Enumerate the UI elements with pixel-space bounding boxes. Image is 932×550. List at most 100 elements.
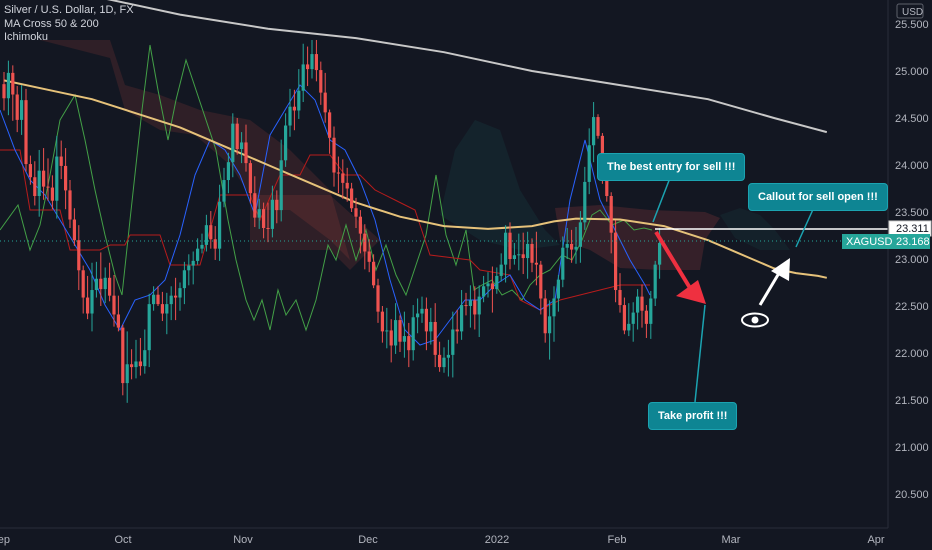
candle-body <box>112 295 116 315</box>
candle-body <box>275 199 279 211</box>
candle <box>548 300 552 360</box>
candle <box>552 286 556 342</box>
candle <box>433 303 437 368</box>
candle-body <box>33 177 37 197</box>
candle-body <box>653 264 657 299</box>
candle <box>482 275 486 303</box>
candle-body <box>319 70 323 93</box>
candle <box>394 303 398 354</box>
candle <box>11 65 15 121</box>
candle <box>33 161 37 206</box>
candle <box>402 311 406 358</box>
candle-body <box>587 145 591 182</box>
chart-legend: Silver / U.S. Dollar, 1D, FX MA Cross 50… <box>4 4 134 45</box>
candle <box>644 305 648 338</box>
candle-body <box>6 72 10 99</box>
candle <box>636 289 640 330</box>
candle-body <box>592 117 596 146</box>
candle <box>165 292 169 335</box>
candle <box>125 331 129 403</box>
candle-body <box>138 361 142 367</box>
candle-body <box>77 240 81 271</box>
candle <box>420 296 424 323</box>
connector-take-profit <box>694 304 706 403</box>
last-price-value: 23.168 <box>896 236 930 248</box>
time-axis[interactable]: Sep Oct Nov Dec 2022 Feb Mar Apr <box>0 527 888 546</box>
candle-body <box>596 117 600 136</box>
candle <box>354 197 358 228</box>
candle <box>446 339 450 377</box>
candle-body <box>438 354 442 368</box>
candle-body <box>103 277 107 290</box>
candle-body <box>270 199 274 229</box>
candle-body <box>125 364 129 384</box>
candle <box>240 132 244 164</box>
candle <box>565 227 569 259</box>
candle <box>37 149 41 217</box>
candle <box>424 297 428 351</box>
candle <box>64 148 68 210</box>
candle <box>341 159 345 199</box>
candle <box>103 267 107 304</box>
candle-body <box>534 262 538 265</box>
candle <box>200 233 204 254</box>
candle <box>314 39 318 82</box>
candle <box>178 282 182 311</box>
candle-body <box>121 327 125 384</box>
candle-body <box>389 330 393 346</box>
candle-body <box>446 354 450 358</box>
candle-body <box>204 225 208 245</box>
price-tick-label: 21.000 <box>895 442 929 454</box>
candle-body <box>2 84 6 99</box>
candle-body <box>649 298 653 324</box>
price-tick-label: 24.000 <box>895 160 929 172</box>
candle <box>288 88 292 137</box>
sell-open-text: Callout for sell open !!! <box>758 191 878 203</box>
candle <box>235 118 239 155</box>
take-profit-text: Take profit !!! <box>658 410 728 422</box>
candle <box>262 202 266 239</box>
candle <box>508 222 512 270</box>
candle <box>490 266 494 313</box>
candle <box>367 239 371 273</box>
candle <box>253 176 257 228</box>
candlestick-series <box>2 39 662 403</box>
price-axis[interactable]: 25.500 25.000 24.500 24.000 23.500 23.000 22.5… <box>887 0 929 528</box>
price-tick-label: 23.500 <box>895 207 929 219</box>
take-profit-callout[interactable]: Take profit !!! <box>648 402 738 430</box>
candle <box>438 341 442 372</box>
candle <box>218 184 222 261</box>
candle <box>55 135 59 219</box>
time-tick-label: Apr <box>867 534 884 546</box>
candle <box>191 251 195 285</box>
candle <box>521 232 525 275</box>
price-tick-label: 25.500 <box>895 19 929 31</box>
candle <box>257 198 261 229</box>
candle-body <box>86 297 90 314</box>
candle <box>77 225 81 291</box>
candle <box>24 88 28 172</box>
candle-body <box>226 162 230 181</box>
candle-body <box>11 72 15 95</box>
candle-body <box>464 305 468 307</box>
candle <box>512 243 516 265</box>
candle-body <box>539 264 543 299</box>
indicator-ma-cross[interactable]: MA Cross 50 & 200 <box>4 17 99 30</box>
candle-body <box>310 54 314 70</box>
candle-body <box>367 251 371 262</box>
candle <box>587 128 591 195</box>
candle <box>460 290 464 340</box>
candle <box>68 180 72 228</box>
candle-body <box>147 304 151 351</box>
candle <box>398 315 402 353</box>
candle-body <box>55 156 59 201</box>
sell-open-callout[interactable]: Callout for sell open !!! <box>748 183 888 211</box>
best-entry-callout[interactable]: The best entry for sell !!! <box>597 153 746 181</box>
candle-body <box>640 296 644 311</box>
candle-body <box>213 239 217 249</box>
indicator-ichimoku[interactable]: Ichimoku <box>4 31 49 43</box>
candle <box>363 224 367 270</box>
candle-body <box>345 182 349 189</box>
candle <box>46 158 50 201</box>
